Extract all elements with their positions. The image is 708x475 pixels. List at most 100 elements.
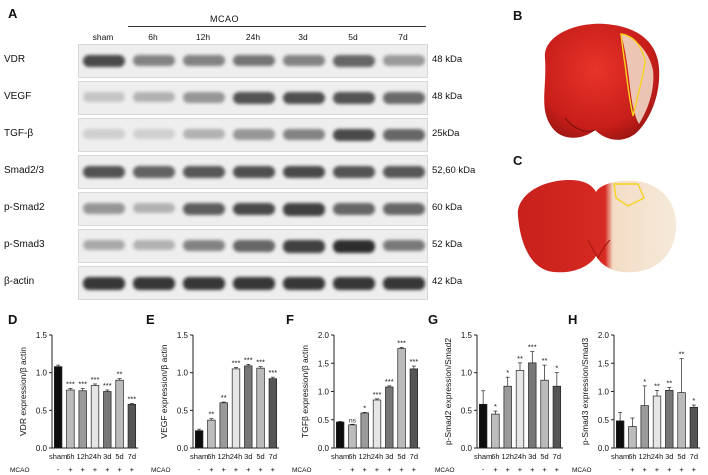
- bar: [115, 379, 124, 449]
- y-tick-label: 1.5: [36, 331, 48, 340]
- mcao-sign: +: [222, 465, 227, 474]
- panel-letter-a: A: [8, 6, 18, 21]
- y-tick-label: 0.0: [177, 444, 189, 453]
- blot-row-label: β-actin: [4, 276, 35, 287]
- bar: [652, 395, 662, 449]
- mcao-row-label: MCAO: [572, 467, 592, 474]
- blot-strip: [78, 229, 428, 263]
- significance-label: ***: [78, 379, 87, 388]
- mcao-bracket-line: [128, 26, 426, 27]
- bar: [491, 413, 500, 449]
- blot-band: [133, 203, 175, 214]
- y-axis-label: p-Smad2 expression/Smad2: [443, 338, 453, 446]
- significance-label: ***: [256, 358, 265, 367]
- blot-band: [383, 92, 425, 104]
- y-tick-label: 0.5: [318, 416, 330, 425]
- blot-band: [383, 203, 425, 215]
- lane-label: 7d: [398, 32, 408, 42]
- mcao-sign: -: [198, 465, 201, 474]
- category-label: 12h: [76, 452, 89, 461]
- y-tick-label: 0.0: [598, 444, 610, 453]
- significance-label: ***: [103, 381, 112, 390]
- mcao-sign: +: [271, 465, 276, 474]
- blot-band: [283, 203, 325, 216]
- blot-band: [233, 277, 275, 290]
- blot-band: [383, 129, 425, 141]
- significance-label: ***: [232, 358, 241, 367]
- bar: [348, 424, 357, 449]
- y-tick-label: 2.0: [318, 331, 330, 340]
- category-label: 3d: [385, 452, 393, 461]
- bar: [90, 385, 100, 449]
- bar: [677, 392, 686, 449]
- blot-row-label: p-Smad2: [4, 202, 45, 213]
- blot-band: [283, 55, 325, 67]
- bar: [256, 367, 265, 449]
- blot-row-label: VDR: [4, 54, 26, 65]
- molecular-weight-label: 52,60 kDa: [432, 165, 476, 176]
- significance-label: *: [643, 377, 646, 386]
- y-axis-label: VDR expression/β actin: [18, 347, 28, 436]
- mcao-sign: +: [542, 465, 547, 474]
- blot-band: [183, 92, 225, 103]
- blot-band: [333, 55, 375, 67]
- bar: [194, 430, 204, 449]
- bar: [207, 419, 216, 449]
- blot-band: [183, 240, 225, 252]
- significance-label: **: [517, 354, 523, 363]
- significance-label: *: [555, 364, 558, 373]
- mcao-sign: +: [209, 465, 214, 474]
- bar: [528, 362, 537, 449]
- mcao-sign: +: [234, 465, 239, 474]
- blot-band: [283, 166, 325, 179]
- y-tick-label: 1.0: [461, 369, 473, 378]
- y-tick-label: 1.0: [598, 388, 610, 397]
- bar: [372, 399, 382, 449]
- y-tick-label: 1.5: [177, 331, 189, 340]
- brain-section-image-c: [517, 180, 677, 273]
- panel-letter-d: D: [8, 312, 18, 327]
- blot-band: [133, 240, 175, 251]
- blot-band: [283, 92, 325, 105]
- molecular-weight-label: 60 kDa: [432, 202, 463, 213]
- blot-band: [83, 203, 125, 214]
- significance-label: ***: [385, 377, 394, 386]
- bar: [66, 389, 75, 449]
- category-label: 7d: [410, 452, 418, 461]
- mcao-sign: +: [93, 465, 98, 474]
- blot-band: [133, 55, 175, 67]
- significance-label: **: [679, 350, 685, 359]
- category-label: 6h: [491, 452, 499, 461]
- category-label: 6h: [207, 452, 215, 461]
- molecular-weight-label: 48 kDa: [432, 91, 463, 102]
- blot-band: [383, 277, 425, 290]
- bar: [231, 368, 241, 449]
- mcao-sign: +: [246, 465, 251, 474]
- bar: [360, 412, 369, 449]
- mcao-sign: +: [493, 465, 498, 474]
- mcao-row-label: MCAO: [151, 467, 171, 474]
- panel-letter-h: H: [568, 312, 578, 327]
- significance-label: ***: [409, 357, 418, 366]
- blot-strip: [78, 266, 428, 300]
- significance-label: **: [654, 381, 660, 390]
- significance-label: *: [692, 396, 695, 405]
- category-label: 6h: [66, 452, 74, 461]
- blot-band: [83, 166, 125, 179]
- bar: [78, 390, 87, 449]
- category-label: 5d: [540, 452, 548, 461]
- bar: [409, 368, 419, 449]
- category-label: sham: [49, 452, 67, 461]
- bar: [335, 421, 345, 449]
- blot-band: [333, 92, 375, 105]
- bar: [478, 403, 488, 449]
- mcao-group-label: MCAO: [210, 14, 239, 24]
- y-tick-label: 1.5: [318, 359, 330, 368]
- significance-label: ***: [127, 395, 136, 404]
- lane-label: sham: [92, 32, 114, 42]
- significance-label: *: [363, 403, 366, 412]
- mcao-sign: +: [387, 465, 392, 474]
- y-axis-label: p-Smad3 expression/Smad3: [580, 338, 590, 446]
- mcao-sign: +: [518, 465, 523, 474]
- category-label: 5d: [256, 452, 264, 461]
